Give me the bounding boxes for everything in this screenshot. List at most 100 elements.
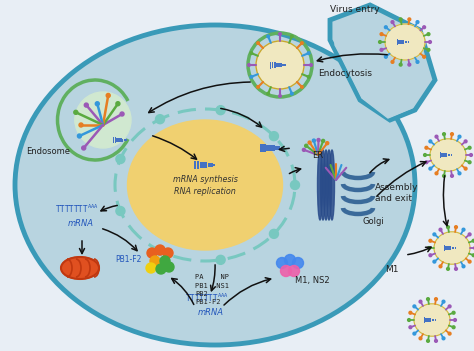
Circle shape bbox=[150, 256, 160, 266]
Bar bbox=[425, 318, 427, 323]
Bar bbox=[284, 64, 286, 66]
Circle shape bbox=[155, 246, 164, 255]
Circle shape bbox=[429, 140, 432, 143]
Bar bbox=[406, 41, 407, 43]
Ellipse shape bbox=[128, 120, 283, 250]
Text: Assembly
and exit: Assembly and exit bbox=[375, 183, 419, 203]
Text: Golgi: Golgi bbox=[363, 218, 385, 226]
Circle shape bbox=[447, 267, 449, 270]
Circle shape bbox=[391, 60, 394, 63]
Circle shape bbox=[267, 35, 269, 38]
Circle shape bbox=[462, 265, 465, 268]
Bar bbox=[440, 152, 441, 158]
Circle shape bbox=[472, 254, 474, 257]
Bar bbox=[272, 62, 273, 68]
Circle shape bbox=[427, 339, 429, 342]
Text: mRNA: mRNA bbox=[198, 308, 224, 317]
Bar bbox=[117, 138, 118, 143]
Circle shape bbox=[451, 174, 454, 177]
Circle shape bbox=[425, 146, 428, 149]
Text: M1: M1 bbox=[385, 265, 399, 274]
Text: PA    NP
PB1  NS1
PB2
PB1-F2: PA NP PB1 NS1 PB2 PB1-F2 bbox=[195, 274, 229, 305]
Text: mRNA: mRNA bbox=[68, 219, 94, 228]
Circle shape bbox=[451, 133, 454, 135]
Circle shape bbox=[84, 103, 88, 107]
Bar bbox=[449, 154, 450, 156]
Circle shape bbox=[448, 332, 451, 335]
Circle shape bbox=[399, 18, 402, 21]
Circle shape bbox=[155, 115, 164, 124]
Bar bbox=[452, 247, 453, 249]
Bar bbox=[270, 61, 272, 68]
Circle shape bbox=[468, 260, 471, 263]
Bar bbox=[427, 318, 428, 322]
Circle shape bbox=[279, 33, 281, 35]
Circle shape bbox=[419, 337, 422, 340]
Bar bbox=[444, 245, 445, 251]
Bar bbox=[455, 247, 456, 249]
Circle shape bbox=[409, 326, 412, 329]
Circle shape bbox=[248, 64, 250, 66]
Bar bbox=[122, 139, 123, 141]
Circle shape bbox=[408, 18, 411, 21]
Circle shape bbox=[424, 154, 427, 157]
Bar bbox=[269, 145, 272, 151]
Ellipse shape bbox=[61, 257, 99, 279]
Bar bbox=[113, 137, 114, 143]
Circle shape bbox=[163, 248, 173, 258]
Circle shape bbox=[452, 326, 455, 329]
Circle shape bbox=[427, 298, 429, 300]
Circle shape bbox=[443, 174, 446, 177]
Bar bbox=[446, 153, 447, 157]
Circle shape bbox=[443, 133, 446, 135]
Circle shape bbox=[452, 311, 455, 314]
Ellipse shape bbox=[327, 150, 331, 220]
Circle shape bbox=[470, 154, 473, 157]
Bar bbox=[447, 246, 448, 250]
Circle shape bbox=[447, 226, 449, 229]
Ellipse shape bbox=[320, 150, 326, 220]
Circle shape bbox=[462, 228, 465, 231]
Bar bbox=[398, 40, 400, 45]
Text: Endocytosis: Endocytosis bbox=[318, 68, 372, 78]
Bar bbox=[210, 163, 213, 167]
Bar bbox=[205, 163, 207, 167]
Circle shape bbox=[472, 239, 474, 242]
Text: M1, NS2: M1, NS2 bbox=[295, 276, 329, 285]
Circle shape bbox=[317, 139, 320, 141]
Circle shape bbox=[301, 42, 303, 44]
Circle shape bbox=[281, 265, 292, 277]
Circle shape bbox=[216, 106, 225, 115]
Circle shape bbox=[160, 256, 170, 266]
Bar bbox=[208, 163, 210, 167]
Circle shape bbox=[75, 100, 115, 140]
Circle shape bbox=[74, 110, 78, 114]
Circle shape bbox=[257, 42, 259, 44]
Circle shape bbox=[419, 300, 422, 303]
Bar bbox=[447, 154, 449, 157]
Circle shape bbox=[433, 233, 436, 236]
Circle shape bbox=[435, 339, 438, 342]
Circle shape bbox=[269, 229, 278, 238]
Circle shape bbox=[429, 239, 432, 242]
Ellipse shape bbox=[434, 232, 470, 264]
Circle shape bbox=[310, 64, 312, 66]
Bar bbox=[213, 164, 216, 166]
Circle shape bbox=[120, 112, 124, 116]
Bar bbox=[448, 246, 450, 250]
Circle shape bbox=[442, 337, 445, 340]
Text: $\mathtt{TTTTTTT}^{\mathtt{AAA}}$: $\mathtt{TTTTTTT}^{\mathtt{AAA}}$ bbox=[55, 203, 99, 215]
Bar bbox=[260, 144, 263, 152]
Bar bbox=[202, 162, 205, 168]
Ellipse shape bbox=[323, 150, 328, 220]
Circle shape bbox=[250, 52, 253, 54]
Circle shape bbox=[423, 26, 426, 29]
Circle shape bbox=[279, 95, 281, 97]
Circle shape bbox=[257, 86, 259, 88]
Bar bbox=[430, 318, 431, 322]
Circle shape bbox=[302, 148, 305, 151]
Circle shape bbox=[308, 141, 311, 144]
Circle shape bbox=[408, 319, 410, 322]
Text: ER: ER bbox=[312, 151, 324, 159]
Circle shape bbox=[428, 41, 431, 44]
